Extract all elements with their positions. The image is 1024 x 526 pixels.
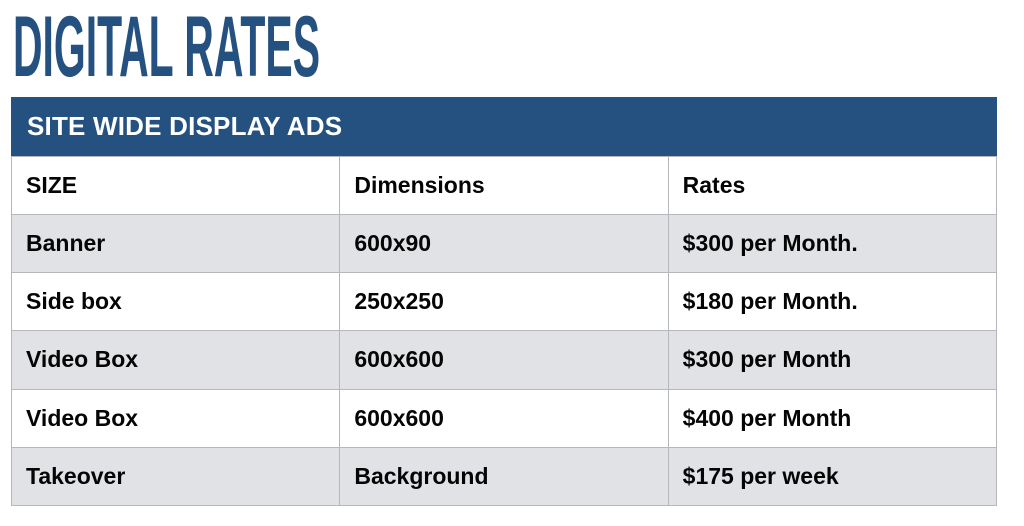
table-header-row: SIZE Dimensions Rates	[10, 156, 998, 215]
column-header-size: SIZE	[10, 156, 341, 215]
cell-dimensions: 250x250	[339, 272, 669, 332]
column-header-rates: Rates	[667, 156, 998, 215]
rates-table: SIZE Dimensions Rates Banner 600x90 $300…	[10, 156, 998, 507]
cell-dimensions: Background	[339, 446, 669, 507]
table-row-takeover: Takeover Background $175 per week	[10, 446, 998, 507]
cell-size: Banner	[10, 213, 341, 274]
table-row-side-box: Side box 250x250 $180 per Month.	[10, 272, 998, 332]
page-title-graphic: DIGITAL RATES	[13, 0, 320, 95]
cell-rate: $300 per Month	[667, 330, 998, 390]
section-header-bar: SITE WIDE DISPLAY ADS	[11, 97, 997, 156]
cell-rate: $400 per Month	[667, 388, 998, 448]
table-row-banner: Banner 600x90 $300 per Month.	[10, 213, 998, 274]
cell-rate: $300 per Month.	[667, 213, 998, 274]
cell-dimensions: 600x90	[339, 213, 669, 274]
rate-card: SITE WIDE DISPLAY ADS SIZE Dimensions Ra…	[10, 97, 998, 507]
table-row-video-box-2: Video Box 600x600 $400 per Month	[10, 388, 998, 448]
section-header-label: SITE WIDE DISPLAY ADS	[27, 111, 343, 141]
cell-size: Video Box	[10, 330, 341, 390]
page-title-text: DIGITAL RATES	[13, 10, 320, 90]
cell-dimensions: 600x600	[339, 330, 669, 390]
cell-size: Side box	[10, 272, 341, 332]
cell-dimensions: 600x600	[339, 388, 669, 448]
cell-size: Takeover	[10, 446, 341, 507]
cell-rate: $180 per Month.	[667, 272, 998, 332]
column-header-dimensions: Dimensions	[339, 156, 669, 215]
cell-size: Video Box	[10, 388, 341, 448]
page-title: DIGITAL RATES	[13, 0, 373, 95]
cell-rate: $175 per week	[667, 446, 998, 507]
table-row-video-box-1: Video Box 600x600 $300 per Month	[10, 330, 998, 390]
